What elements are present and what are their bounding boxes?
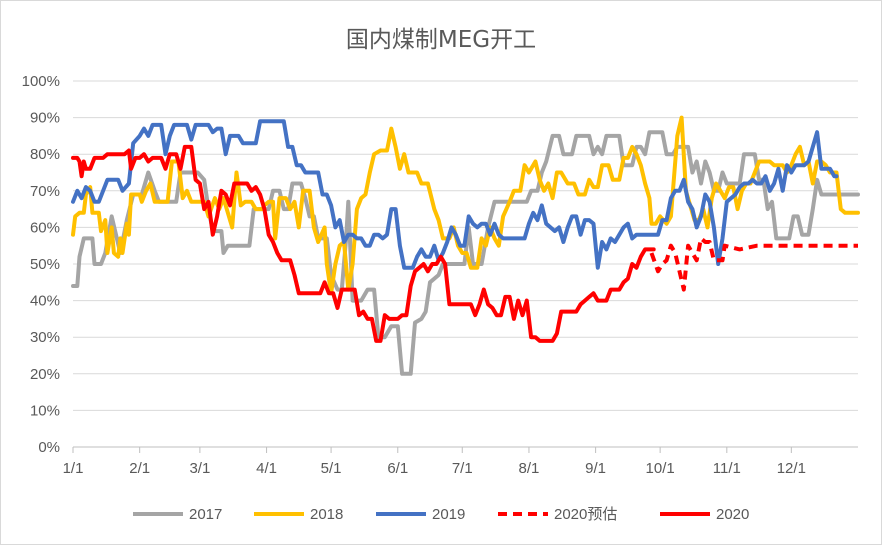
x-tick-label: 7/1 (452, 460, 473, 477)
x-tick-label: 4/1 (256, 460, 277, 477)
chart-title: 国内煤制MEG开工 (346, 27, 536, 53)
y-tick-label: 60% (30, 219, 60, 236)
x-tick-label: 1/1 (63, 460, 84, 477)
y-tick-label: 100% (22, 73, 60, 90)
legend: 2017 2018 2019 2020预估 2020 (133, 506, 749, 523)
y-tick-label: 0% (38, 439, 60, 456)
x-tick-label: 12/1 (777, 460, 806, 477)
legend-label: 2020 (716, 506, 749, 523)
series-line-2020 (71, 144, 656, 343)
series-line-2020预估 (649, 236, 858, 292)
series-lines (71, 115, 860, 376)
x-axis-ticks: 1/1 2/1 3/1 4/1 5/1 6/1 7/1 8/1 9/1 10/1 11/1 12/1 (63, 446, 858, 477)
x-tick-label: 2/1 (129, 460, 150, 477)
x-tick-label: 11/1 (713, 460, 741, 477)
x-tick-label: 6/1 (387, 460, 408, 477)
series-line-2018 (71, 115, 860, 296)
y-tick-label: 80% (30, 146, 60, 163)
y-axis-ticks: 0% 10% 20% 30% 40% 50% 60% 70% 80% 90% 100% (22, 73, 60, 456)
legend-label: 2020预估 (554, 506, 617, 523)
y-tick-label: 30% (30, 329, 60, 346)
y-tick-label: 90% (30, 110, 60, 127)
y-tick-label: 20% (30, 366, 60, 383)
y-tick-label: 70% (30, 183, 60, 200)
x-tick-label: 9/1 (585, 460, 606, 477)
legend-label: 2018 (310, 506, 343, 523)
series-line-2019 (71, 119, 839, 270)
y-tick-label: 50% (30, 256, 60, 273)
y-tick-label: 40% (30, 293, 60, 310)
y-tick-label: 10% (30, 402, 60, 419)
legend-label: 2019 (432, 506, 465, 523)
x-tick-label: 8/1 (519, 460, 540, 477)
legend-label: 2017 (189, 506, 222, 523)
x-tick-label: 3/1 (189, 460, 210, 477)
x-tick-label: 5/1 (321, 460, 342, 477)
x-tick-label: 10/1 (646, 460, 675, 477)
